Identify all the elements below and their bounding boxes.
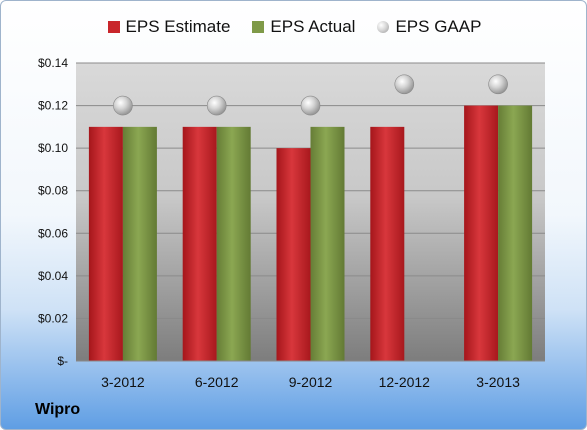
legend-label-gaap: EPS GAAP xyxy=(395,17,482,36)
gaap-markers xyxy=(113,74,508,116)
x-axis-ticks: 3-2012 6-2012 9-2012 12-2012 3-2013 xyxy=(101,374,520,390)
y-tick-label: $0.04 xyxy=(38,269,68,283)
gaap-marker xyxy=(394,74,415,95)
x-tick-label: 3-2013 xyxy=(476,374,520,390)
legend-label-actual: EPS Actual xyxy=(270,17,356,36)
y-tick-label: $0.10 xyxy=(38,141,68,155)
gaap-marker xyxy=(488,74,508,95)
gaap-marker xyxy=(300,95,321,116)
legend-item-estimate: EPS Estimate xyxy=(107,17,231,37)
x-tick-label: 12-2012 xyxy=(379,374,431,390)
legend-swatch-estimate xyxy=(107,21,120,33)
legend-swatch-actual xyxy=(252,21,265,33)
legend: EPS Estimate EPS Actual EPS GAAP xyxy=(1,17,586,37)
gaap-marker xyxy=(206,95,227,116)
estimate-bar xyxy=(464,105,499,361)
x-tick-label: 6-2012 xyxy=(195,374,239,390)
estimate-bar xyxy=(182,126,217,361)
legend-label-estimate: EPS Estimate xyxy=(125,17,231,36)
estimate-bar xyxy=(88,126,123,361)
y-tick-label: $0.12 xyxy=(38,99,68,113)
y-axis-ticks: $- $0.02 $0.04 $0.06 $0.08 $0.10 $0.12 $0.14 xyxy=(38,56,68,368)
actual-bar xyxy=(122,126,157,361)
legend-item-actual: EPS Actual xyxy=(252,17,355,37)
x-tick-label: 3-2012 xyxy=(101,374,145,390)
gaap-marker xyxy=(113,95,133,116)
actual-bar xyxy=(216,126,251,361)
company-name: Wipro xyxy=(35,401,81,418)
bars xyxy=(88,105,533,361)
x-tick-label: 9-2012 xyxy=(289,374,333,390)
actual-bar xyxy=(498,105,533,361)
estimate-bar xyxy=(370,126,405,361)
y-tick-label: $0.14 xyxy=(38,56,68,70)
y-tick-label: $- xyxy=(57,354,68,368)
actual-bar xyxy=(310,126,345,361)
y-tick-label: $0.06 xyxy=(38,226,68,240)
estimate-bar xyxy=(276,148,311,361)
legend-swatch-gaap xyxy=(377,21,390,33)
y-tick-label: $0.08 xyxy=(38,184,68,198)
legend-item-gaap: EPS GAAP xyxy=(377,17,481,37)
y-tick-label: $0.02 xyxy=(38,311,68,325)
